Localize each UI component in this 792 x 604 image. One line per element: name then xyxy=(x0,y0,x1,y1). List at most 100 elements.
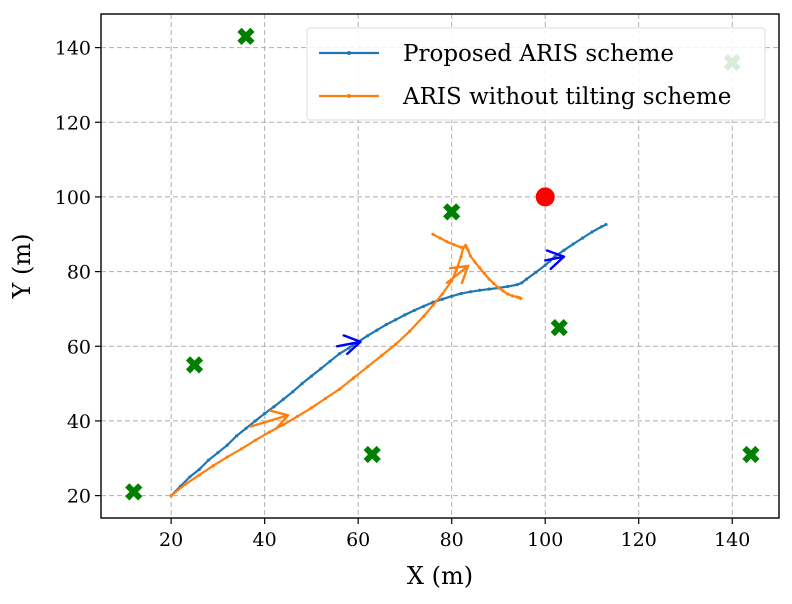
x-tick-label-120: 120 xyxy=(621,529,657,551)
series-0-point-16 xyxy=(319,367,323,371)
series-0-point-39 xyxy=(524,277,529,281)
series-1-point-3 xyxy=(211,464,215,468)
series-0-point-3 xyxy=(197,467,201,472)
series-1-point-10 xyxy=(309,406,314,410)
series-1-point-4 xyxy=(225,455,229,459)
x-axis-label: X (m) xyxy=(407,562,473,590)
series-0-point-10 xyxy=(263,411,267,416)
arrow-head-2 xyxy=(269,409,290,430)
legend-label-without-tilting: ARIS without tilting scheme xyxy=(402,84,731,110)
series-1-point-2 xyxy=(197,473,201,477)
series-0-point-46 xyxy=(581,236,585,240)
green-x-stroke-b-1 xyxy=(237,27,255,46)
arrow-shaft-3 xyxy=(445,264,470,284)
series-0-point-38 xyxy=(520,281,524,285)
series-0-point-33 xyxy=(478,288,482,292)
series-0-point-44 xyxy=(562,248,566,252)
series-0-point-24 xyxy=(393,318,398,322)
green-x-stroke-b-5 xyxy=(550,318,568,337)
series-1-point-29 xyxy=(473,260,477,264)
series-1-point-12 xyxy=(337,387,342,391)
series-1-point-0 xyxy=(169,494,173,498)
series-1-point-18 xyxy=(422,314,426,318)
legend: Proposed ARIS scheme ARIS without tiltin… xyxy=(306,27,766,121)
series-1-point-40 xyxy=(519,296,523,301)
series-0-point-4 xyxy=(206,458,211,462)
red-circle-marker xyxy=(535,187,555,207)
green-x-marker-2 xyxy=(185,356,204,374)
series-1-point-17 xyxy=(408,329,412,333)
series-1-point-22 xyxy=(454,268,458,272)
series-0-point-5 xyxy=(216,451,220,455)
series-0-point-19 xyxy=(347,346,351,350)
series-2-point-4 xyxy=(459,245,463,249)
series-0-point-41 xyxy=(543,263,547,267)
y-tick-label-80: 80 xyxy=(67,262,91,284)
series-1-point-36 xyxy=(506,292,510,296)
series-0-point-37 xyxy=(515,283,519,287)
y-tick-label-140: 140 xyxy=(55,38,91,60)
series-0-point-7 xyxy=(235,434,239,438)
series-0-point-36 xyxy=(506,284,510,289)
x-tick-label-140: 140 xyxy=(714,529,750,551)
series-0-point-14 xyxy=(300,382,304,386)
series-0-point-17 xyxy=(328,359,332,363)
green-x-stroke-b-2 xyxy=(185,356,204,374)
series-0-point-13 xyxy=(291,390,295,394)
green-x-stroke-b-0 xyxy=(125,483,143,501)
series-2-point-2 xyxy=(445,240,449,244)
series-0-point-11 xyxy=(272,405,276,409)
series-0-point-48 xyxy=(599,225,603,229)
series-0-point-18 xyxy=(337,352,342,356)
series-1-point-30 xyxy=(478,266,482,270)
series-2-point-3 xyxy=(452,243,456,247)
series-1-point-16 xyxy=(393,342,398,346)
series-layer xyxy=(169,222,608,498)
series-0-point-29 xyxy=(440,297,444,301)
series-2-point-0 xyxy=(431,232,435,236)
y-tick-label-40: 40 xyxy=(67,411,91,433)
series-0-point-26 xyxy=(412,308,416,313)
series-1-point-5 xyxy=(239,447,243,451)
green-x-marker-4 xyxy=(443,203,461,221)
legend-label-proposed: Proposed ARIS scheme xyxy=(403,41,674,67)
series-0-point-22 xyxy=(375,328,379,332)
series-1-point-8 xyxy=(281,423,285,427)
series-0-point-21 xyxy=(365,334,370,338)
series-1-point-7 xyxy=(267,430,271,434)
series-0-point-49 xyxy=(604,222,608,227)
legend-dot-without-tilting xyxy=(347,94,351,98)
y-tick-label-120: 120 xyxy=(55,112,91,134)
series-0-point-45 xyxy=(571,242,575,246)
series-1-point-11 xyxy=(323,396,328,401)
y-tick-label-60: 60 xyxy=(67,336,91,358)
series-2-point-1 xyxy=(438,236,442,240)
green-x-stroke-b-3 xyxy=(363,445,381,464)
arrow-head-3 xyxy=(448,264,470,285)
series-1-point-19 xyxy=(431,303,435,307)
arrow-shaft-1 xyxy=(544,255,566,262)
green-x-marker-0 xyxy=(125,483,143,501)
series-0-point-34 xyxy=(487,287,491,291)
series-1-point-35 xyxy=(501,289,505,293)
series-1-point-20 xyxy=(440,292,444,296)
ticks: 20 40 60 80 100 120 140 20 40 60 80 100 120 140 xyxy=(55,38,751,551)
series-1-point-34 xyxy=(496,286,501,290)
green-x-stroke-b-7 xyxy=(742,445,760,464)
series-1-point-24 xyxy=(461,245,465,249)
series-0-point-8 xyxy=(244,426,248,430)
arrow-head-0 xyxy=(342,334,362,356)
series-0-point-47 xyxy=(590,230,594,234)
series-0-point-31 xyxy=(459,292,463,296)
series-1-point-28 xyxy=(468,254,472,258)
series-0-point-27 xyxy=(422,304,426,308)
series-0-point-30 xyxy=(450,294,454,298)
x-tick-label-80: 80 xyxy=(440,529,464,551)
y-axis-label: Y (m) xyxy=(8,234,36,300)
arrow-layer xyxy=(249,249,566,430)
series-1-point-6 xyxy=(253,438,257,442)
series-0-point-15 xyxy=(309,374,314,378)
series-0-point-40 xyxy=(534,270,538,274)
green-x-marker-3 xyxy=(363,445,381,464)
